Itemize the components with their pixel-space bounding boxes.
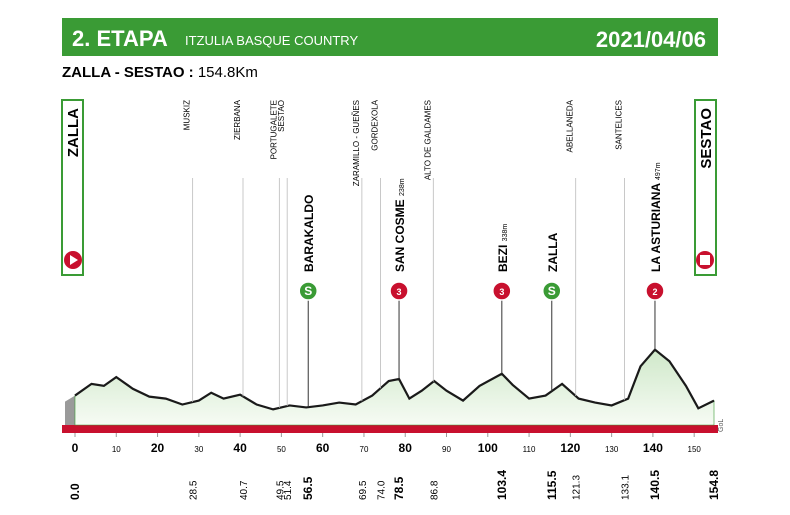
key-marker	[298, 281, 318, 301]
key-marker	[389, 281, 409, 301]
profile-side	[65, 395, 75, 425]
key-elevation: 338m	[502, 224, 509, 242]
key-name-text: SAN COSME	[393, 199, 407, 272]
start-icon-arrow	[70, 255, 78, 265]
key-name: ZALLA	[546, 232, 560, 272]
key-elevation: 497m	[655, 162, 662, 180]
km-label: 103.4	[495, 470, 509, 500]
km-label: 0.0	[68, 483, 82, 500]
key-marker-label: 2	[652, 287, 657, 297]
place-name: ALTO DE GALDAMES	[423, 100, 432, 180]
km-label: 121.3	[572, 475, 583, 500]
x-tick-label: 50	[277, 445, 286, 454]
route: ZALLA - SESTAO : 154.8Km	[62, 64, 258, 81]
km-label: 78.5	[392, 476, 406, 500]
x-tick-label: 140	[643, 441, 663, 455]
place-name: ABELLANEDA	[566, 99, 575, 152]
km-label: 133.1	[620, 475, 631, 500]
key-name: SAN COSME 238m	[393, 178, 407, 272]
x-tick-label: 10	[112, 445, 121, 454]
key-marker-label: 3	[499, 287, 504, 297]
km-label: 56.5	[301, 476, 315, 500]
place-name: ZIERBANA	[233, 99, 242, 140]
key-marker-label: S	[548, 284, 556, 298]
stage-number: 2. ETAPA	[72, 26, 168, 51]
km-label: 40.7	[239, 480, 250, 500]
km-label: 74.0	[376, 480, 387, 500]
key-name: BEZI 338m	[496, 224, 510, 272]
header-bar	[62, 18, 718, 56]
route-distance: 154.8Km	[198, 64, 258, 81]
finish-box	[694, 99, 717, 276]
key-marker	[645, 281, 665, 301]
km-label: 51.4	[283, 480, 294, 500]
x-tick-label: 100	[478, 441, 498, 455]
x-tick-label: 110	[523, 445, 536, 454]
key-name-text: BARAKALDO	[302, 195, 316, 272]
key-marker	[542, 281, 562, 301]
x-tick-label: 150	[688, 445, 702, 454]
x-tick-label: 0	[72, 441, 79, 455]
km-label: 154.8	[707, 470, 721, 500]
place-name: GORDEXOLA	[370, 99, 379, 150]
key-elevation: 238m	[399, 178, 406, 196]
x-tick-label: 80	[399, 441, 413, 455]
x-tick-label: 30	[194, 445, 203, 454]
race-name: ITZULIA BASQUE COUNTRY	[185, 33, 358, 48]
x-tick-label: 60	[316, 441, 330, 455]
x-tick-label: 130	[605, 445, 619, 454]
km-label: 49.5	[275, 480, 286, 500]
place-name: ZARAMILLO - GUEÑES	[352, 100, 361, 186]
km-label: 115.5	[545, 470, 559, 500]
route-name: ZALLA - SESTAO :	[62, 64, 194, 81]
key-name-text: LA ASTURIANA	[649, 183, 663, 272]
key-marker	[492, 281, 512, 301]
key-name-text: BEZI	[496, 245, 510, 272]
km-label: 140.5	[648, 470, 662, 500]
place-name: PORTUGALETE	[269, 100, 278, 159]
key-marker-label: 3	[397, 287, 402, 297]
start-box	[61, 99, 84, 276]
x-tick-label: 70	[360, 445, 369, 454]
start-name: ZALLA	[65, 108, 82, 157]
x-tick-label: 90	[442, 445, 451, 454]
profile-area	[74, 349, 715, 426]
place-name: MUSKIZ	[183, 100, 192, 130]
key-marker-label: S	[304, 284, 312, 298]
finish-flag	[700, 255, 710, 265]
place-name: SANTELICES	[614, 100, 623, 150]
x-tick-label: 20	[151, 441, 165, 455]
km-label: 69.5	[358, 480, 369, 500]
x-tick-label: 120	[560, 441, 580, 455]
x-tick-label: 40	[233, 441, 247, 455]
credit: GoL	[718, 419, 725, 432]
key-name-text: ZALLA	[546, 232, 560, 272]
key-name: BARAKALDO	[302, 195, 316, 272]
place-name: SESTAO	[277, 100, 286, 132]
stage-date: 2021/04/06	[596, 27, 706, 52]
base-band	[62, 425, 718, 433]
key-name: LA ASTURIANA 497m	[649, 162, 663, 272]
km-label: 86.8	[429, 480, 440, 500]
km-label: 28.5	[189, 480, 200, 500]
finish-name: SESTAO	[698, 108, 715, 169]
